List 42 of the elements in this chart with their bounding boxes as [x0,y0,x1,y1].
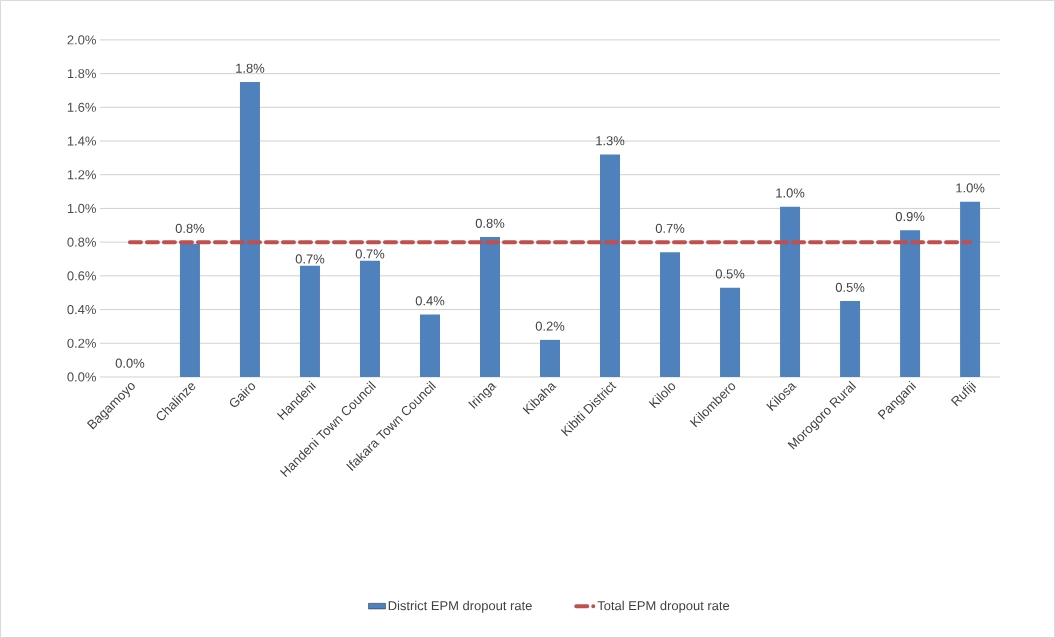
bar [419,314,440,378]
bar [239,82,260,378]
data-label: 0.8% [175,223,205,233]
bar [299,265,320,378]
data-label: 1.3% [596,136,625,146]
data-label: 0.9% [895,212,925,222]
bar [359,260,380,378]
bar [900,230,921,378]
y-tick-label: 1.8% [67,69,96,79]
data-label: 1.0% [776,188,805,198]
data-label: 1.0% [956,183,985,193]
y-tick-label: 1.2% [67,170,96,180]
y-tick-label: 0.8% [67,237,96,247]
legend-label: District EPM dropout rate [388,600,532,613]
y-tick-label: 0.2% [67,338,96,348]
y-tick-label: 1.0% [67,203,96,214]
bar [780,206,801,378]
data-label: 0.5% [715,269,745,279]
data-label: 0.8% [475,218,505,228]
y-tick-label: 0.4% [67,305,96,315]
y-tick-label: 0.6% [67,271,96,281]
legend-label: Total EPM dropout rate [597,600,730,613]
y-tick-label: 2.0% [67,35,96,45]
bar [960,201,981,378]
bar [179,243,200,378]
data-label: 0.5% [835,282,865,292]
bar [540,339,561,378]
bar [480,237,500,378]
data-label: 0.0% [115,358,145,368]
bar [720,287,741,378]
y-tick-label: 1.6% [67,102,96,112]
data-label: 0.7% [655,223,685,233]
bar [840,301,861,378]
y-tick-label: 0.0% [67,372,96,382]
bar [600,154,621,378]
data-label: 1.8% [236,63,265,73]
y-tick-label: 1.4% [67,136,96,146]
data-label: 0.2% [535,321,565,331]
data-label: 0.7% [295,254,325,264]
data-label: 0.4% [415,296,445,306]
data-label: 0.7% [355,249,385,259]
bar [660,252,681,378]
